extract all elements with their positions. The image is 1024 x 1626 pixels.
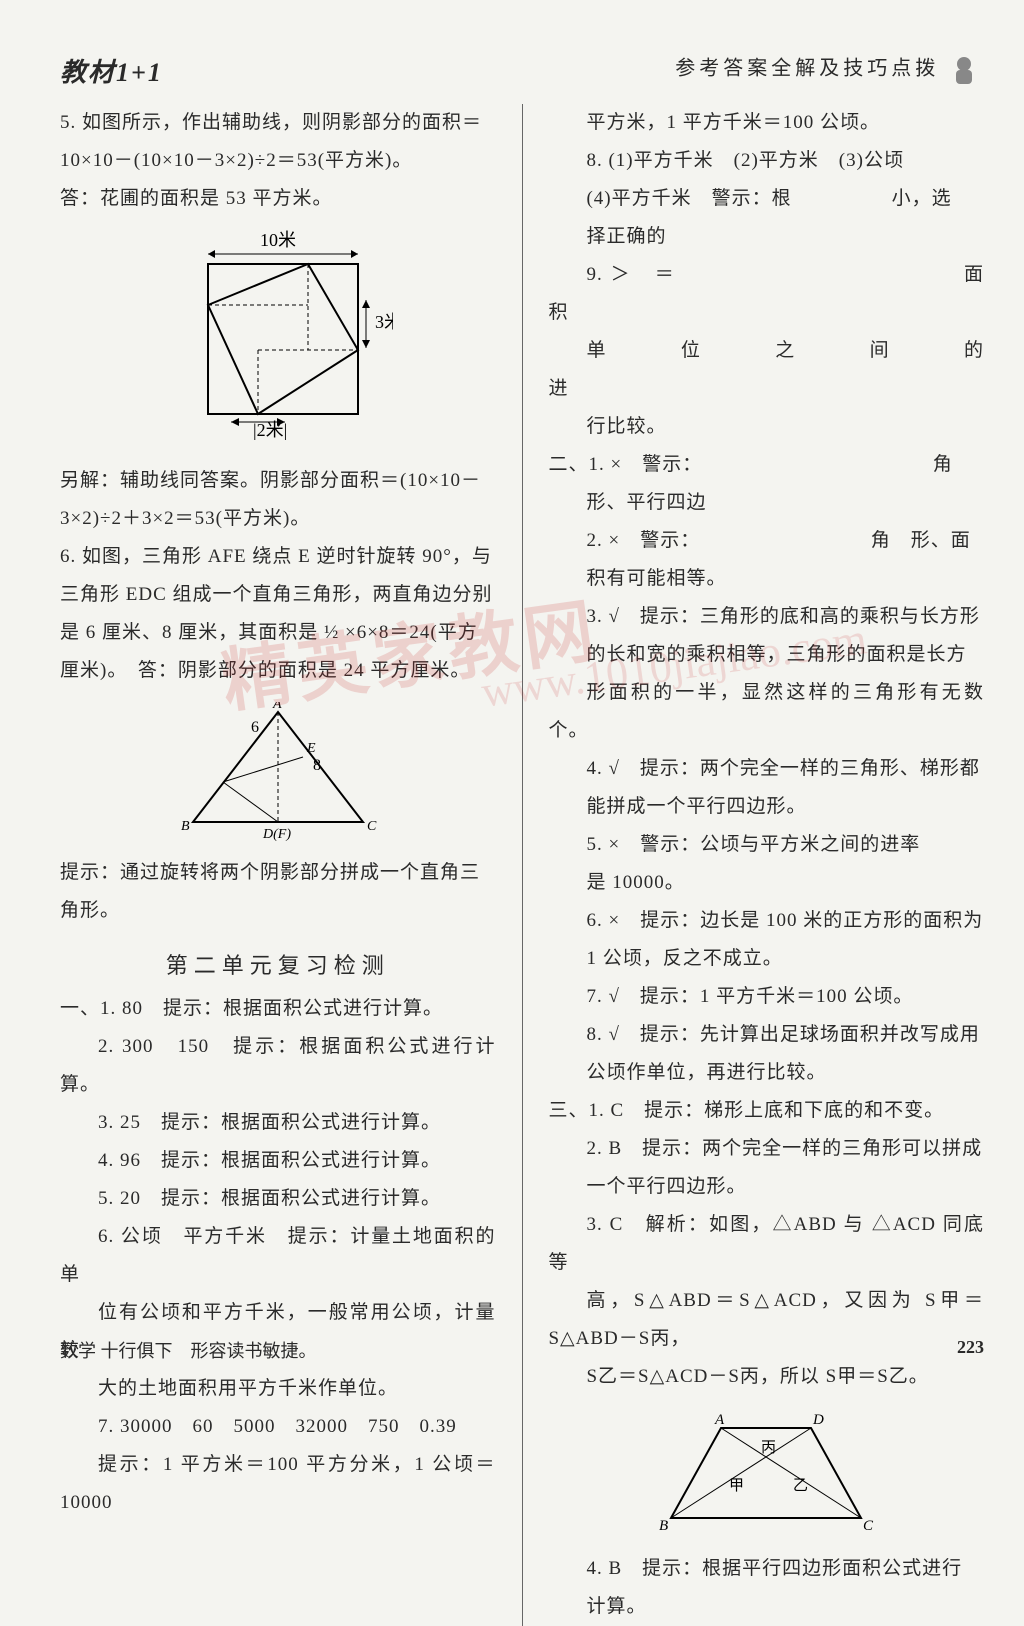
text-line: 8. (1)平方千米 (2)平方米 (3)公顷 [548,142,984,180]
svg-text:A: A [714,1412,725,1428]
text-line: 是 10000。 [548,864,984,902]
text-line: 5. 如图所示，作出辅助线，则阴影部分的面积＝ [60,104,496,142]
svg-text:B: B [181,819,190,834]
svg-text:丙: 丙 [761,1440,776,1456]
text-line: 积有可能相等。 [548,560,984,598]
svg-text:E: E [306,741,316,756]
text-line: 3×2)÷2＋3×2＝53(平方米)。 [60,500,496,538]
page-number: 223 [957,1337,984,1363]
text-line: 二、1. × 警示： 角 [548,446,984,484]
right-column: 平方米，1 平方千米＝100 公顷。 8. (1)平方千米 (2)平方米 (3)… [548,104,984,1626]
text-line: 是 6 厘米、8 厘米，其面积是 ½ ×6×8＝24(平方 [60,614,496,652]
svg-text:C: C [367,819,377,834]
text-line: 2. 300 150 提示：根据面积公式进行计算。 [60,1028,496,1104]
figure-square-diagram: 10米 3米 |2米| [60,230,496,450]
svg-text:甲: 甲 [729,1478,744,1494]
svg-text:A: A [272,702,282,712]
page-header: 教材1+1 参考答案全解及技巧点拨 [60,50,984,90]
figure-triangle-diagram: 6 8 A B C D(F) E [60,702,496,842]
footer-left: 数学 十行俱下 形容读书敏捷。 [60,1337,317,1363]
text-line: 答：花圃的面积是 53 平方米。 [60,180,496,218]
text-line: 10×10－(10×10－3×2)÷2＝53(平方米)。 [60,142,496,180]
footer-quote: 十行俱下 形容读书敏捷。 [101,1341,317,1361]
text-line: 3. C 解析：如图，△ABD 与 △ACD 同底等 [548,1206,984,1282]
text-line: S乙＝S△ACD－S丙，所以 S甲＝S乙。 [548,1358,984,1396]
text-line: 6. 如图，三角形 AFE 绕点 E 逆时针旋转 90°，与 [60,538,496,576]
section-title: 第二单元复习检测 [60,948,496,980]
svg-text:D: D [812,1412,824,1428]
text-line: 形、平行四边 [548,484,984,522]
text-line: 一个平行四边形。 [548,1168,984,1206]
text-line: 能拼成一个平行四边形。 [548,788,984,826]
svg-text:C: C [863,1518,874,1534]
text-line: 另解：辅助线同答案。阴影部分面积＝(10×10－ [60,462,496,500]
text-line: 平方米，1 平方千米＝100 公顷。 [548,104,984,142]
text-line: 三、1. C 提示：梯形上底和下底的和不变。 [548,1092,984,1130]
figure-trapezoid-diagram: A D B C 甲 乙 丙 [548,1408,984,1538]
svg-text:乙: 乙 [793,1478,808,1494]
text-line: 单位之间的 进 [548,332,984,408]
text-line: 8. √ 提示：先计算出足球场面积并改写成用 [548,1016,984,1054]
footer-seal-icon: 数学 [60,1341,96,1361]
left-column: 5. 如图所示，作出辅助线，则阴影部分的面积＝ 10×10－(10×10－3×2… [60,104,496,1626]
svg-text:6: 6 [251,719,259,736]
text-line: 1 公顷，反之不成立。 [548,940,984,978]
text-line: 提示：1 平方米＝100 平方分米，1 公顷＝10000 [60,1446,496,1522]
text-line: 择正确的 [548,218,984,256]
two-column-layout: 5. 如图所示，作出辅助线，则阴影部分的面积＝ 10×10－(10×10－3×2… [60,104,984,1626]
svg-text:D(F): D(F) [262,827,291,842]
text-line: 6. 公顷 平方千米 提示：计量土地面积的单 [60,1218,496,1294]
text-line: 形面积的一半，显然这样的三角形有无数个。 [548,674,984,750]
text-line: 厘米)。 答：阴影部分的面积是 24 平方厘米。 [60,652,496,690]
text-line: 6. × 提示：边长是 100 米的正方形的面积为 [548,902,984,940]
text-line: 2. B 提示：两个完全一样的三角形可以拼成 [548,1130,984,1168]
text-line: 4. B 提示：根据平行四边形面积公式进行 [548,1550,984,1588]
header-right-group: 参考答案全解及技巧点拨 [675,50,984,90]
text-line: 公顷作单位，再进行比较。 [548,1054,984,1092]
column-divider [522,104,523,1626]
header-logo-text: 教材1+1 [60,52,163,89]
text-line: 提示：通过旋转将两个阴影部分拼成一个直角三 [60,854,496,892]
text-line: 一、1. 80 提示：根据面积公式进行计算。 [60,990,496,1028]
text-line: 大的土地面积用平方千米作单位。 [60,1370,496,1408]
mascot-icon [944,50,984,90]
svg-text:8: 8 [313,757,321,774]
text-line: 5. × 警示：公顷与平方米之间的进率 [548,826,984,864]
text-line: 2. × 警示： 角 形、面 [548,522,984,560]
text-line: 9. ＞ ＝ 面 积 [548,256,984,332]
text-line: 4. √ 提示：两个完全一样的三角形、梯形都 [548,750,984,788]
text-line: 三角形 EDC 组成一个直角三角形，两直角边分别 [60,576,496,614]
svg-text:3米: 3米 [375,312,393,332]
text-line: 角形。 [60,892,496,930]
text-line: 7. 30000 60 5000 32000 750 0.39 [60,1408,496,1446]
svg-text:B: B [659,1518,668,1534]
text-line: 3. √ 提示：三角形的底和高的乘积与长方形 [548,598,984,636]
text-line: 的长和宽的乘积相等，三角形的面积是长方 [548,636,984,674]
text-line: 3. 25 提示：根据面积公式进行计算。 [60,1104,496,1142]
text-line: (4)平方千米 警示：根 小，选 [548,180,984,218]
text-line: 行比较。 [548,408,984,446]
text-line: 5. 20 提示：根据面积公式进行计算。 [60,1180,496,1218]
text-line: 4. 96 提示：根据面积公式进行计算。 [60,1142,496,1180]
page-footer: 数学 十行俱下 形容读书敏捷。 223 [60,1337,984,1363]
text-line: 计算。 [548,1588,984,1626]
svg-text:10米: 10米 [260,230,296,250]
header-subtitle: 参考答案全解及技巧点拨 [675,57,939,79]
text-line: 7. √ 提示：1 平方千米＝100 公顷。 [548,978,984,1016]
